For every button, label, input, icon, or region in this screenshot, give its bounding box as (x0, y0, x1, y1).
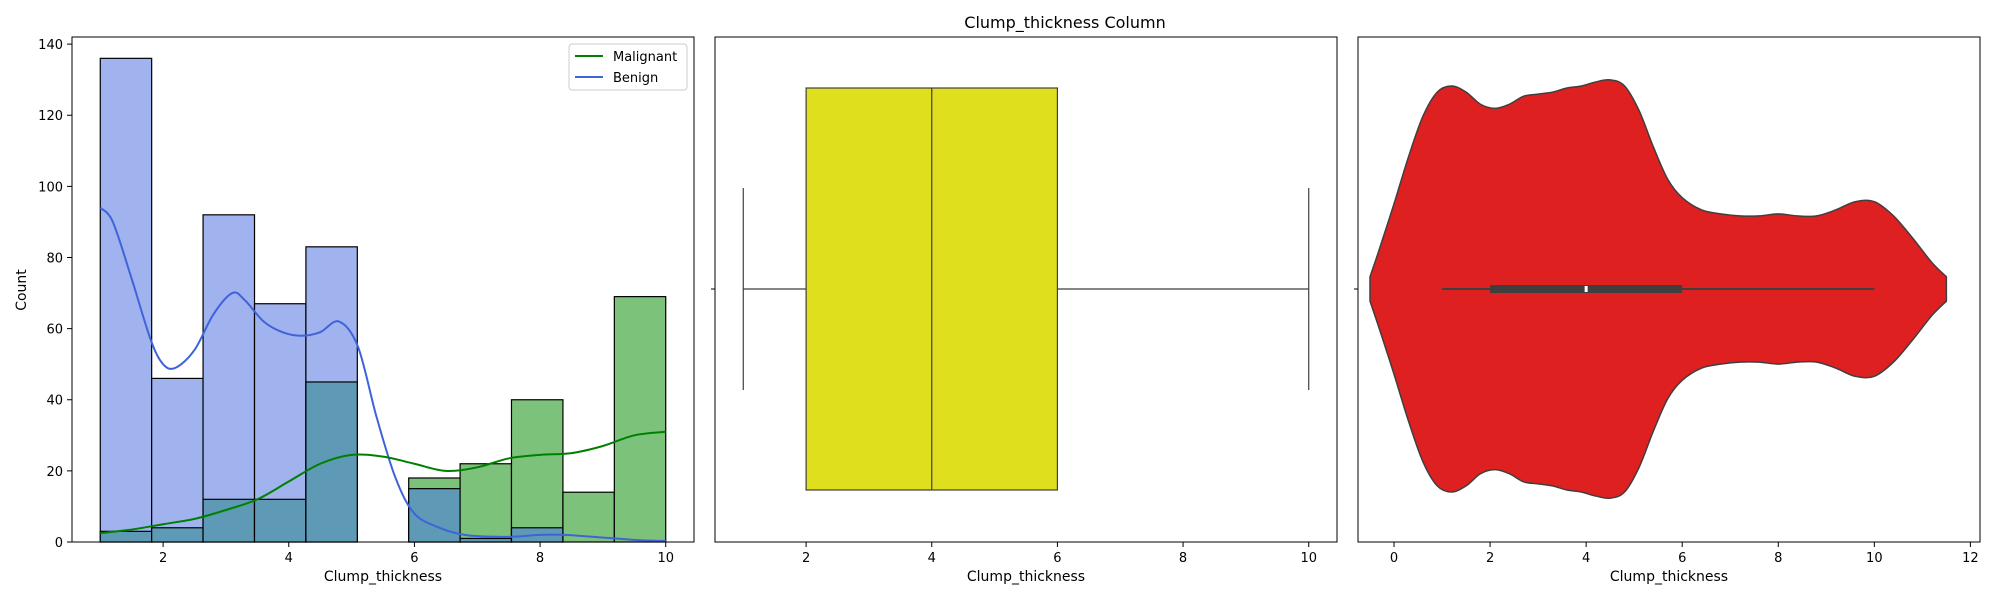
histogram-y-tick-label: 100 (38, 180, 63, 195)
histogram-x-tick-label: 10 (657, 551, 674, 566)
histogram-overlap-bar (253, 498, 307, 543)
histogram-x-tick-label: 6 (410, 551, 418, 566)
histogram-y-tick-label: 60 (46, 323, 63, 338)
histogram-panel: 2 4 6 8 10 0 20 40 60 80 100 120 140 Clump_thicknes… (14, 36, 695, 585)
boxplot-x-tick-label: 8 (1179, 551, 1187, 566)
boxplot-elements (742, 87, 1310, 491)
violin-x-tick-label: 12 (1962, 551, 1979, 566)
histogram-y-tick-label: 0 (55, 536, 63, 551)
histogram-bar (613, 296, 667, 543)
histogram-x-ticks: 2 4 6 8 10 (159, 542, 674, 566)
histogram-x-tick-label: 8 (536, 551, 544, 566)
violin-x-tick-label: 8 (1774, 551, 1782, 566)
histogram-bar (151, 377, 204, 543)
kde-line-benign (99, 206, 666, 542)
histogram-y-label: Count (14, 269, 30, 311)
violin-x-ticks: 0 2 4 6 8 10 12 (1390, 542, 1979, 566)
histogram-bar (510, 399, 564, 543)
boxplot-x-tick-label: 2 (802, 551, 810, 566)
histogram-y-tick-label: 80 (46, 251, 63, 266)
histogram-overlap-bar (202, 498, 256, 543)
violin-x-tick-label: 4 (1582, 551, 1590, 566)
boxplot-x-tick-label: 10 (1300, 551, 1317, 566)
figure-title: Clump_thickness Column (964, 13, 1165, 33)
histogram-y-ticks: 0 20 40 60 80 100 120 140 (38, 38, 72, 551)
kde-curves (99, 206, 666, 542)
boxplot-panel: 2 4 6 8 10 Clump_thickness (711, 36, 1338, 585)
violin-median-marker (1584, 286, 1588, 292)
legend-malignant-label: Malignant (613, 50, 677, 65)
histogram-y-tick-label: 120 (38, 109, 63, 124)
violin-x-tick-label: 6 (1678, 551, 1686, 566)
legend: Malignant Benign (568, 43, 688, 91)
violin-x-tick-label: 0 (1390, 551, 1398, 566)
boxplot-x-label: Clump_thickness (967, 569, 1085, 585)
boxplot-x-tick-label: 6 (1053, 551, 1061, 566)
kde-line-malignant (100, 430, 666, 535)
histogram-x-tick-label: 2 (159, 551, 167, 566)
violin-elements (1369, 79, 1948, 499)
histogram-bar (99, 57, 153, 543)
violin-x-label: Clump_thickness (1610, 569, 1728, 585)
histogram-bar (459, 463, 513, 543)
histogram-y-tick-label: 40 (46, 394, 63, 409)
histogram-frame (71, 36, 695, 543)
histogram-overlap-bar (459, 537, 513, 543)
legend-benign-label: Benign (613, 71, 658, 86)
boxplot-x-ticks: 2 4 6 8 10 (802, 542, 1317, 566)
histogram-overlap-bar (151, 527, 204, 543)
histogram-overlap-bar (305, 381, 358, 543)
violin-panel: 0 2 4 6 8 10 12 Clump_thickness (1354, 36, 1981, 585)
violin-x-tick-label: 10 (1866, 551, 1883, 566)
histogram-x-label: Clump_thickness (324, 569, 442, 585)
histogram-y-tick-label: 20 (46, 465, 63, 480)
histogram-bars (99, 57, 667, 543)
violin-x-tick-label: 2 (1486, 551, 1494, 566)
histogram-bar (202, 214, 256, 543)
boxplot-x-tick-label: 4 (928, 551, 936, 566)
histogram-x-tick-label: 4 (285, 551, 293, 566)
histogram-y-tick-label: 140 (38, 38, 63, 53)
